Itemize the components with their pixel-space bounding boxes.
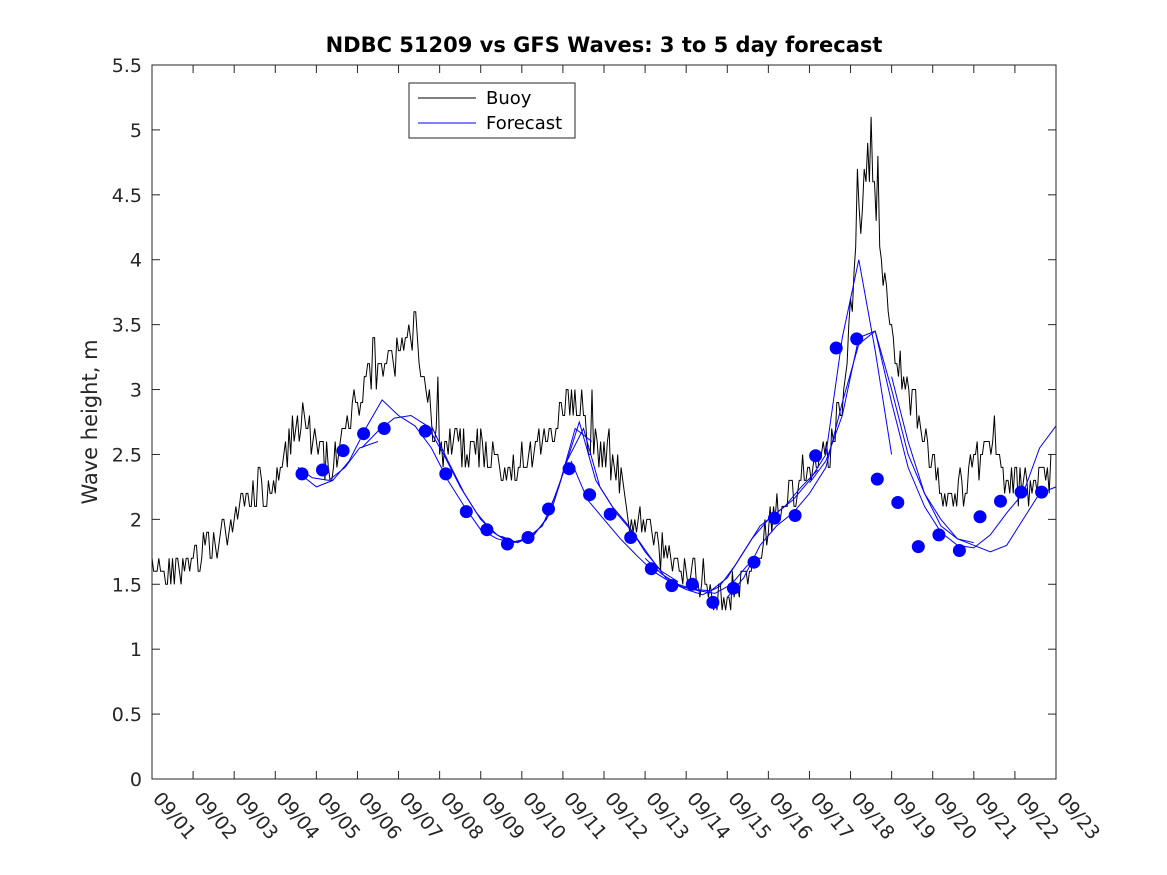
legend: Buoy Forecast (408, 82, 576, 139)
forecast-point (624, 531, 638, 544)
forecast-point (316, 463, 329, 477)
forecast-run-line (809, 330, 1056, 549)
y-tick-label: 2.5 (112, 444, 142, 466)
forecast-point (1014, 485, 1028, 499)
forecast-point (542, 502, 555, 516)
series-layer (152, 116, 1056, 611)
forecast-point (850, 332, 864, 346)
y-tick-label: 1.5 (112, 574, 142, 596)
marker-layer (295, 332, 1049, 609)
forecast-point (788, 509, 802, 522)
y-tick-label: 0.5 (112, 704, 142, 726)
forecast-point (439, 467, 453, 481)
forecast-point (706, 595, 720, 609)
y-tick-label: 5.5 (112, 55, 142, 77)
forecast-point (583, 488, 597, 502)
forecast-point (911, 540, 925, 554)
forecast-run-line (299, 399, 514, 544)
y-tick-label: 5 (130, 120, 142, 142)
forecast-point (747, 555, 761, 569)
forecast-point (932, 528, 946, 542)
legend-buoy-label: Buoy (486, 88, 532, 109)
legend-box (408, 82, 576, 139)
forecast-point (295, 467, 309, 481)
forecast-point (357, 427, 371, 441)
forecast-point (562, 462, 576, 476)
forecast-point (891, 496, 905, 509)
forecast-point (521, 531, 535, 544)
forecast-point (377, 422, 391, 435)
y-tick-label: 2 (130, 509, 142, 531)
forecast-point (480, 523, 494, 537)
y-tick-label: 4.5 (112, 185, 142, 207)
forecast-point (644, 562, 658, 576)
buoy-series-line (152, 116, 1052, 611)
forecast-point (994, 494, 1007, 508)
y-tick-label: 0 (130, 769, 142, 791)
chart-title: NDBC 51209 vs GFS Waves: 3 to 5 day fore… (326, 33, 883, 57)
forecast-point (1035, 485, 1049, 499)
forecast-point (685, 577, 699, 591)
forecast-point (726, 581, 740, 595)
legend-forecast-label: Forecast (486, 113, 562, 134)
forecast-point (973, 510, 987, 524)
y-tick-label: 3 (130, 380, 142, 402)
y-axis: 0 0.5 1 1.5 2 2.5 3 3.5 4 4.5 5 5.5 (112, 55, 1056, 791)
y-tick-label: 3.5 (112, 315, 142, 337)
forecast-run-line (891, 376, 1056, 553)
y-tick-label: 4 (130, 250, 142, 272)
forecast-point (768, 511, 781, 525)
y-axis-label: Wave height, m (78, 339, 102, 504)
forecast-point (809, 449, 823, 463)
forecast-run-line (726, 330, 974, 598)
forecast-point (952, 544, 966, 557)
forecast-point (603, 507, 617, 521)
y-tick-label: 1 (130, 639, 142, 661)
forecast-point (500, 537, 514, 551)
forecast-point (336, 444, 350, 458)
forecast-point (870, 472, 884, 486)
plot-area (151, 64, 1057, 780)
forecast-point (459, 505, 473, 519)
forecast-point (829, 341, 843, 355)
forecast-point (665, 579, 679, 593)
forecast-run-line (501, 427, 749, 594)
forecast-point (418, 424, 432, 438)
